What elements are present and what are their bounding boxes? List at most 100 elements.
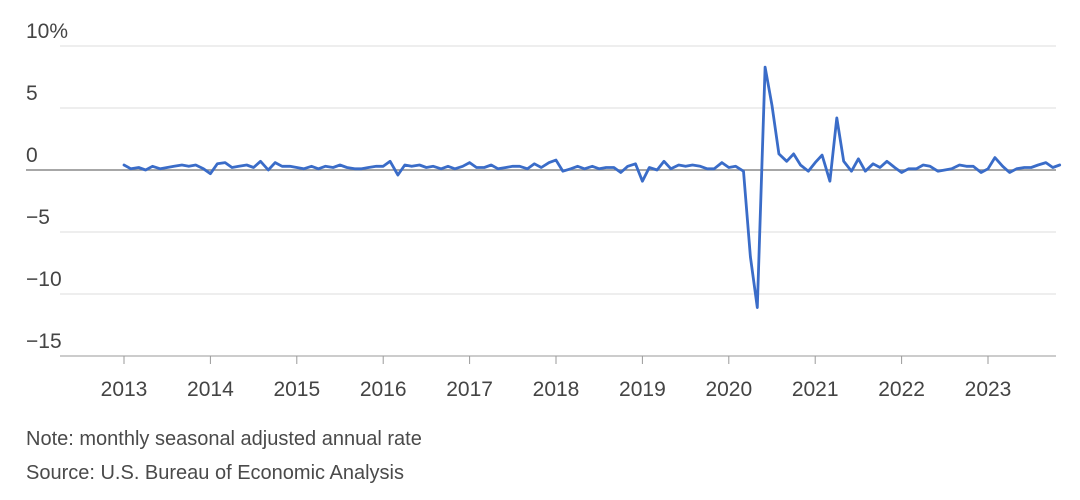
data-point [130, 168, 132, 170]
data-point [195, 164, 197, 166]
data-point [354, 168, 356, 170]
data-point [843, 160, 845, 162]
data-point [397, 174, 399, 176]
x-tick-label: 2013 [101, 378, 148, 401]
data-point [497, 168, 499, 170]
y-tick-label: 10% [26, 20, 68, 43]
data-point [634, 163, 636, 165]
data-point [792, 153, 794, 155]
data-point [317, 168, 319, 170]
data-point [872, 163, 874, 165]
x-tick-label: 2014 [187, 378, 234, 401]
data-point [814, 161, 816, 163]
data-point [972, 165, 974, 167]
x-tick-label: 2023 [965, 378, 1012, 401]
x-tick-label: 2018 [533, 378, 580, 401]
data-point [821, 154, 823, 156]
data-point [274, 161, 276, 163]
data-point [922, 164, 924, 166]
data-point [1002, 165, 1004, 167]
data-point [252, 166, 254, 168]
data-point [857, 158, 859, 160]
data-point [468, 161, 470, 163]
data-point [144, 169, 146, 171]
data-point [886, 160, 888, 162]
data-point [1008, 171, 1010, 173]
data-point [799, 164, 801, 166]
data-point [346, 166, 348, 168]
data-point [375, 165, 377, 167]
data-point [324, 165, 326, 167]
y-tick-label: 0 [26, 144, 38, 167]
data-point [418, 164, 420, 166]
data-point [181, 164, 183, 166]
data-point [691, 164, 693, 166]
x-tick-label: 2020 [705, 378, 752, 401]
data-point [447, 165, 449, 167]
data-point [1023, 166, 1025, 168]
data-point [238, 165, 240, 167]
data-point [151, 165, 153, 167]
grid-lines [26, 45, 1056, 357]
data-point [951, 168, 953, 170]
data-point [1015, 168, 1017, 170]
data-point [706, 168, 708, 170]
data-point [454, 168, 456, 170]
chart-source: Source: U.S. Bureau of Economic Analysis [26, 462, 404, 484]
data-point [663, 160, 665, 162]
data-point [965, 165, 967, 167]
line-chart: 10%50−5−10−15 2013 2014 2015 2016 2017 2018 20… [26, 20, 1062, 401]
data-point [259, 160, 261, 162]
data-point [209, 173, 211, 175]
x-tick-label: 2022 [878, 378, 925, 401]
data-point [627, 165, 629, 167]
x-tick-label: 2016 [360, 378, 407, 401]
data-point [850, 170, 852, 172]
data-point [440, 168, 442, 170]
data-point [728, 166, 730, 168]
data-point [296, 166, 298, 168]
data-point [166, 166, 168, 168]
data-point [684, 165, 686, 167]
y-tick-label: −10 [26, 268, 62, 291]
data-point [526, 168, 528, 170]
data-point [490, 164, 492, 166]
data-point [678, 164, 680, 166]
data-point [411, 165, 413, 167]
data-point [807, 170, 809, 172]
data-point [786, 160, 788, 162]
data-point [958, 164, 960, 166]
data-point [894, 166, 896, 168]
data-point [648, 166, 650, 168]
data-point [713, 168, 715, 170]
data-point [404, 164, 406, 166]
data-point [173, 165, 175, 167]
data-point [937, 170, 939, 172]
x-tick-label: 2017 [446, 378, 493, 401]
data-point [216, 163, 218, 165]
data-point [915, 168, 917, 170]
chart-note: Note: monthly seasonal adjusted annual r… [26, 428, 422, 450]
data-point [533, 163, 535, 165]
data-point [987, 168, 989, 170]
data-point [721, 161, 723, 163]
data-point [367, 166, 369, 168]
data-point [907, 168, 909, 170]
data-point [432, 165, 434, 167]
data-point [360, 168, 362, 170]
x-tick-label: 2019 [619, 378, 666, 401]
data-point [231, 166, 233, 168]
data-point [864, 170, 866, 172]
data-point [656, 169, 658, 171]
data-point [1045, 161, 1047, 163]
data-point [598, 168, 600, 170]
data-point [764, 66, 766, 68]
data-point [1037, 164, 1039, 166]
data-point [246, 164, 248, 166]
data-point [332, 166, 334, 168]
data-point [605, 166, 607, 168]
data-point [742, 170, 744, 172]
series-line [122, 65, 1062, 309]
data-point [670, 168, 672, 170]
data-point [900, 171, 902, 173]
